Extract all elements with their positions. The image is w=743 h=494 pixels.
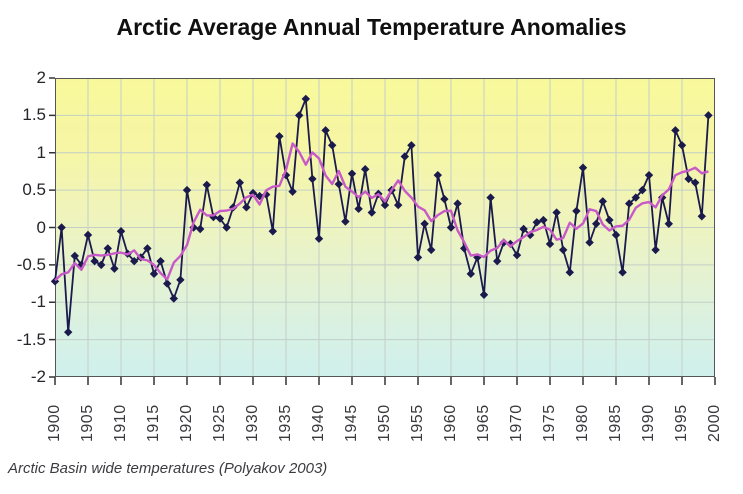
y-axis-label: -1.5 xyxy=(16,329,46,349)
y-axis-label: -1 xyxy=(30,292,46,312)
x-axis-label: 2000 xyxy=(706,404,723,442)
x-axis-label: 1915 xyxy=(145,404,162,442)
x-axis-label: 1955 xyxy=(409,404,426,442)
x-axis-label: 1900 xyxy=(46,404,63,442)
x-axis-label: 1995 xyxy=(673,404,690,442)
x-axis-label: 1980 xyxy=(574,404,591,442)
y-axis-label: 0.5 xyxy=(22,180,46,200)
x-axis-label: 1970 xyxy=(508,404,525,442)
y-axis-label: 2 xyxy=(36,68,46,87)
x-axis-label: 1925 xyxy=(211,404,228,442)
x-axis-label: 1920 xyxy=(178,404,195,442)
y-axis-label: 1 xyxy=(36,142,46,162)
plot-area xyxy=(55,78,715,377)
chart-title: Arctic Average Annual Temperature Anomal… xyxy=(116,14,627,40)
x-axis-label: 1945 xyxy=(343,404,360,442)
x-axis-label: 1965 xyxy=(475,404,492,442)
x-axis-label: 1985 xyxy=(607,404,624,442)
x-axis-label: 1975 xyxy=(541,404,558,442)
x-axis-label: 1935 xyxy=(277,404,294,442)
x-axis-label: 1910 xyxy=(112,404,129,442)
x-axis-label: 1990 xyxy=(640,404,657,442)
y-axis-label: 0 xyxy=(36,217,46,237)
x-axis-label: 1930 xyxy=(244,404,261,442)
y-axis-label: -2 xyxy=(30,367,46,386)
y-axis-label: 1.5 xyxy=(22,105,46,125)
x-axis-label: 1950 xyxy=(376,404,393,442)
x-axis-label: 1940 xyxy=(310,404,327,442)
x-axis-label: 1905 xyxy=(79,404,96,442)
y-axis-label: -0.5 xyxy=(16,254,46,274)
x-axis-label: 1960 xyxy=(442,404,459,442)
chart-caption: Arctic Basin wide temperatures (Polyakov… xyxy=(8,460,328,477)
